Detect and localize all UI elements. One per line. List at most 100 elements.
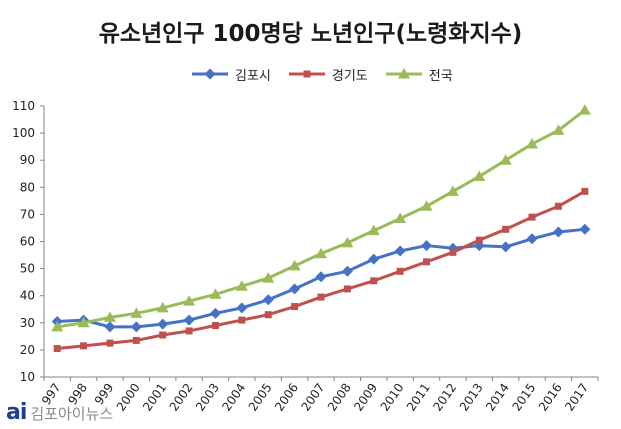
- data-point: [578, 104, 591, 115]
- watermark-text: 김포아이뉴스: [30, 405, 114, 423]
- data-point: [104, 321, 116, 333]
- y-tick-label: 30: [20, 316, 35, 330]
- data-point: [367, 224, 380, 236]
- legend-swatch: [385, 68, 422, 79]
- data-point: [77, 316, 90, 328]
- data-point: [499, 154, 512, 165]
- data-point: [552, 226, 564, 238]
- data-point: [209, 307, 221, 319]
- y-tick-label: 10: [20, 370, 35, 384]
- data-point: [341, 236, 354, 248]
- data-point: [554, 202, 562, 210]
- y-tick-label: 100: [12, 126, 35, 140]
- data-point: [106, 339, 114, 347]
- y-tick-label: 50: [20, 262, 35, 276]
- data-point: [526, 137, 539, 149]
- data-point: [343, 285, 351, 293]
- legend-swatch: [192, 68, 228, 80]
- data-point: [185, 327, 193, 335]
- legend-label: 김포시: [235, 68, 271, 84]
- x-tick-label: 2015: [510, 381, 539, 414]
- data-point: [526, 233, 538, 245]
- data-point: [341, 265, 353, 277]
- data-point: [238, 316, 246, 324]
- x-tick-label: 2005: [246, 381, 275, 414]
- data-point: [396, 267, 404, 275]
- legend-entry: 경기도: [287, 65, 368, 84]
- data-point: [581, 187, 589, 195]
- y-tick-label: 80: [20, 180, 35, 194]
- x-tick-label: 2000: [114, 381, 143, 414]
- data-point: [446, 185, 459, 196]
- data-point: [579, 223, 591, 235]
- data-point: [156, 301, 169, 313]
- x-tick-label: 2012: [430, 381, 459, 414]
- x-tick-label: 2009: [351, 381, 380, 414]
- x-tick-label: 2008: [325, 381, 354, 414]
- x-tick-label: 2006: [272, 381, 301, 414]
- data-point: [159, 331, 167, 339]
- y-tick-label: 40: [20, 289, 35, 303]
- data-point: [103, 311, 116, 322]
- y-tick-label: 90: [20, 153, 35, 167]
- data-point: [500, 241, 512, 253]
- data-point: [394, 245, 406, 257]
- data-point: [473, 170, 486, 181]
- data-point: [423, 258, 431, 266]
- x-tick-label: 2001: [140, 381, 169, 414]
- legend-marker: [303, 70, 311, 78]
- legend-marker: [397, 68, 410, 79]
- data-point: [475, 236, 483, 244]
- data-point: [449, 248, 457, 256]
- y-tick-label: 110: [12, 99, 35, 113]
- legend-entry: 김포시: [190, 65, 271, 84]
- x-tick-label: 2014: [483, 381, 512, 414]
- data-point: [235, 280, 248, 291]
- y-tick-label: 70: [20, 207, 35, 221]
- data-point: [183, 314, 195, 326]
- watermark-logo: ai: [6, 400, 27, 425]
- data-point: [317, 293, 325, 301]
- legend-entry: 전국: [384, 65, 453, 84]
- data-point: [236, 302, 248, 314]
- data-point: [53, 345, 61, 353]
- data-point: [552, 124, 565, 135]
- data-point: [132, 336, 140, 344]
- data-point: [420, 200, 433, 211]
- y-tick-label: 20: [20, 343, 35, 357]
- data-point: [370, 277, 378, 285]
- x-tick-label: 2007: [298, 381, 327, 414]
- legend-marker: [204, 68, 216, 80]
- x-tick-label: 2017: [562, 381, 591, 414]
- x-tick-label: 2003: [193, 381, 222, 414]
- x-tick-label: 2011: [404, 381, 433, 414]
- x-tick-label: 2002: [167, 381, 196, 414]
- data-point: [209, 288, 222, 299]
- watermark: ai 김포아이뉴스: [6, 402, 113, 424]
- data-point: [211, 322, 219, 330]
- data-point: [289, 283, 301, 295]
- data-point: [157, 318, 169, 330]
- legend-label: 전국: [428, 68, 453, 84]
- data-point: [394, 212, 407, 223]
- data-point: [80, 342, 88, 350]
- y-tick-label: 60: [20, 235, 35, 249]
- x-tick-label: 2004: [219, 381, 248, 414]
- x-tick-label: 2010: [378, 381, 407, 414]
- x-tick-label: 2016: [536, 381, 565, 414]
- data-point: [315, 271, 327, 283]
- legend: 김포시 경기도 전국: [190, 64, 453, 84]
- chart-title: 유소년인구 100명당 노년인구(노령화지수): [98, 21, 523, 47]
- data-point: [262, 294, 274, 306]
- x-tick-label: 2013: [457, 381, 486, 414]
- legend-swatch: [288, 70, 325, 78]
- data-point: [528, 213, 536, 221]
- legend-label: 경기도: [331, 68, 368, 84]
- data-point: [264, 311, 272, 319]
- data-point: [288, 259, 301, 271]
- data-point: [315, 247, 327, 259]
- data-point: [291, 303, 299, 311]
- data-point: [130, 307, 143, 318]
- data-point: [130, 321, 142, 333]
